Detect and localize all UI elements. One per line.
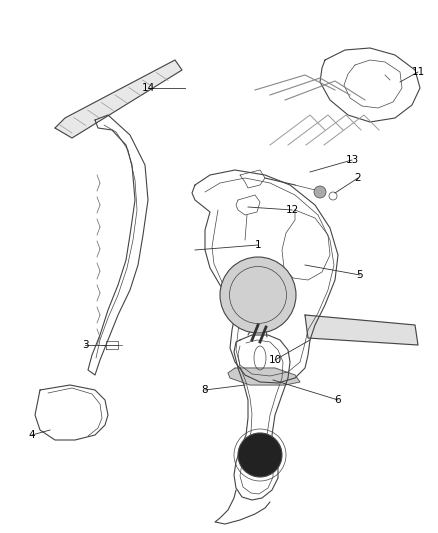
Text: 12: 12 (285, 205, 298, 215)
Circle shape (237, 433, 281, 477)
Polygon shape (304, 315, 417, 345)
Text: 6: 6 (334, 395, 340, 405)
Text: 1: 1 (254, 240, 261, 250)
Circle shape (219, 257, 295, 333)
Text: 5: 5 (356, 270, 363, 280)
Text: 13: 13 (345, 155, 358, 165)
Text: 10: 10 (268, 355, 281, 365)
Polygon shape (227, 368, 299, 385)
Text: 8: 8 (201, 385, 208, 395)
Polygon shape (55, 60, 182, 138)
Text: 14: 14 (141, 83, 154, 93)
Text: 4: 4 (28, 430, 35, 440)
Circle shape (313, 186, 325, 198)
Text: 2: 2 (354, 173, 360, 183)
Text: 3: 3 (81, 340, 88, 350)
Text: 11: 11 (410, 67, 424, 77)
